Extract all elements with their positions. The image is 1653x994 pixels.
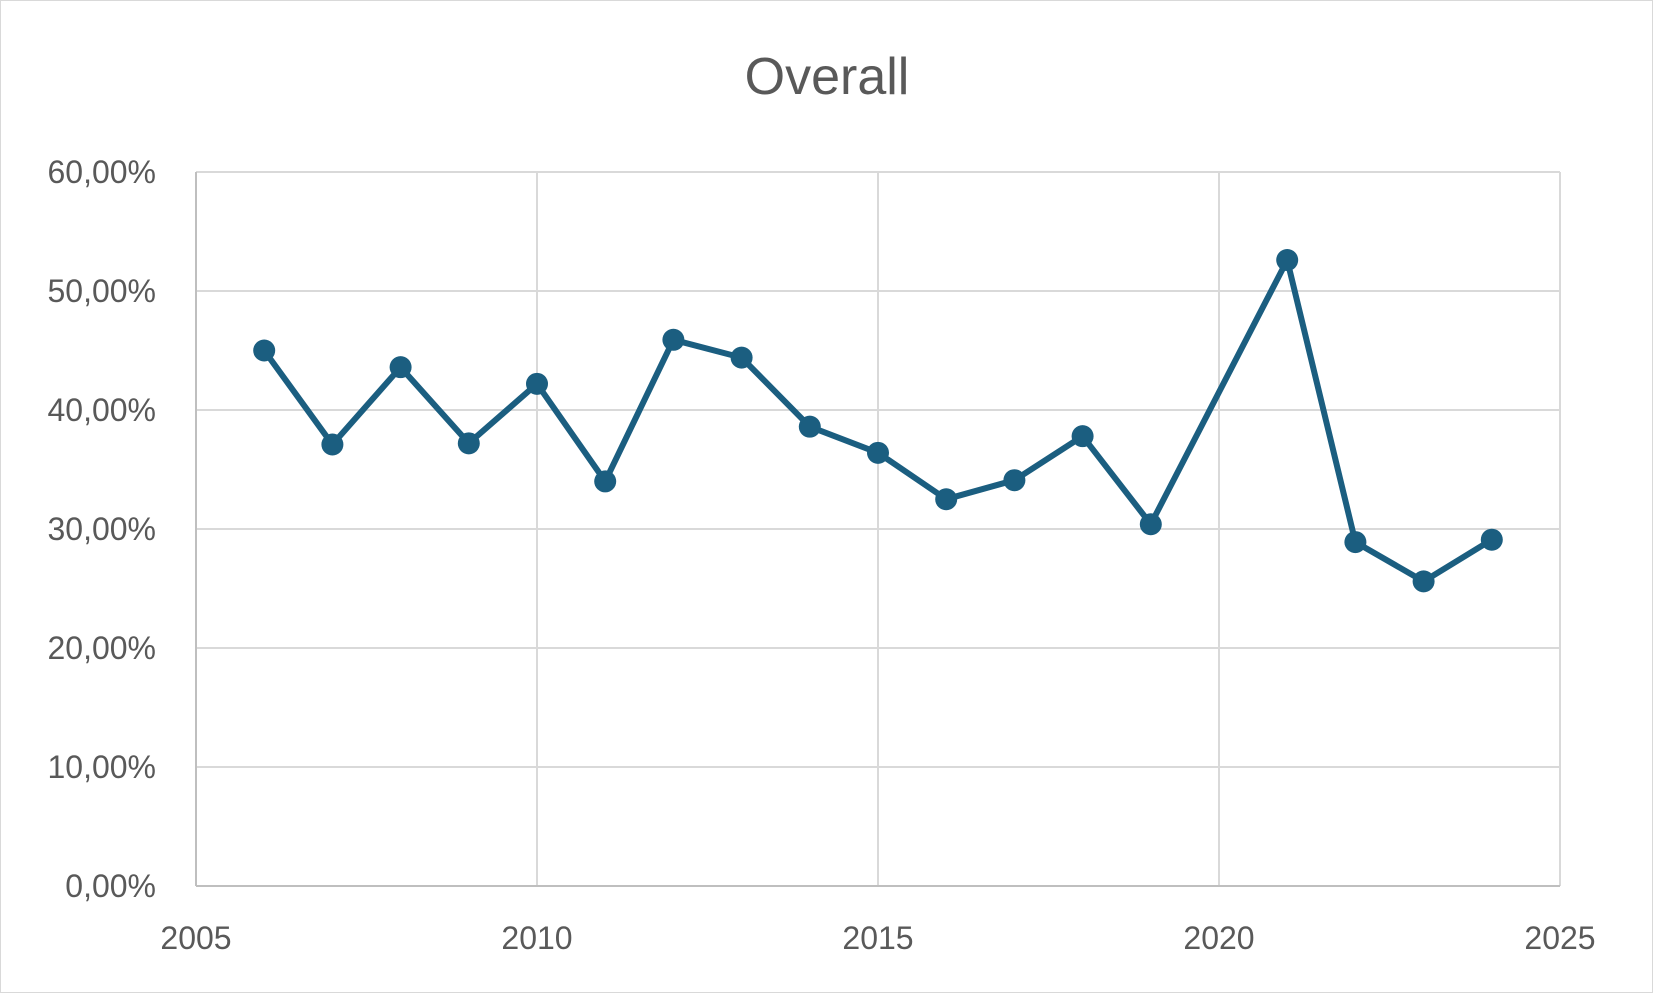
- data-point: [730, 346, 753, 369]
- data-point: [1344, 531, 1367, 554]
- x-tick-label: 2010: [501, 920, 572, 956]
- data-point: [798, 415, 821, 438]
- y-tick-label: 60,00%: [47, 154, 156, 190]
- x-tick-label: 2020: [1183, 920, 1254, 956]
- data-point: [662, 328, 685, 351]
- data-point: [1480, 528, 1503, 551]
- data-point: [1071, 425, 1094, 448]
- axes: [195, 172, 1560, 887]
- data-point: [935, 488, 958, 511]
- data-series: [253, 249, 1503, 593]
- chart-title: Overall: [745, 48, 910, 106]
- gridlines: [196, 171, 1561, 886]
- series-line: [261, 257, 1495, 585]
- data-point: [1412, 570, 1435, 593]
- data-point: [389, 356, 412, 379]
- data-point: [457, 432, 480, 455]
- y-tick-label: 20,00%: [47, 630, 156, 666]
- data-point: [594, 470, 617, 493]
- data-point: [867, 441, 889, 464]
- x-tick-label: 2005: [160, 920, 231, 956]
- data-point: [526, 372, 548, 395]
- y-tick-label: 50,00%: [47, 273, 156, 309]
- y-tick-label: 0,00%: [65, 868, 156, 904]
- data-point: [1139, 513, 1162, 536]
- x-tick-label: 2015: [842, 920, 913, 956]
- y-tick-label: 40,00%: [47, 392, 156, 428]
- data-point: [1003, 469, 1026, 492]
- y-tick-label: 10,00%: [47, 749, 156, 785]
- data-point: [253, 339, 276, 362]
- x-tick-label: 2025: [1524, 920, 1595, 956]
- y-tick-label: 30,00%: [47, 511, 156, 547]
- tick-labels: 0,00% 10,00% 20,00% 30,00% 40,00% 50,00% 60,00…: [47, 154, 1595, 956]
- data-point: [321, 433, 344, 456]
- data-point: [1276, 249, 1299, 272]
